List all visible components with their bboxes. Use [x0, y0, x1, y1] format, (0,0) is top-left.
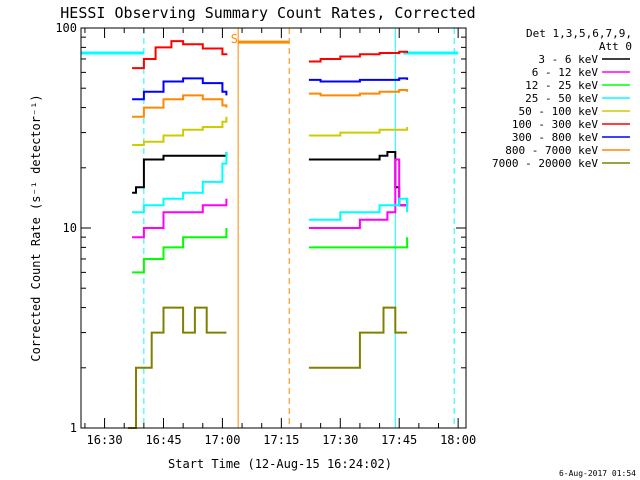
x-tick-label-5: 17:45	[381, 433, 417, 447]
x-tick-label-6: 18:00	[440, 433, 476, 447]
x-tick-label-4: 17:30	[322, 433, 358, 447]
legend-label-2: 12 - 25 keV	[525, 79, 598, 92]
x-axis-label: Start Time (12-Aug-15 16:24:02)	[168, 457, 392, 471]
legend-header-line2: Att 0	[599, 40, 632, 53]
y-tick-label-2: 100	[55, 21, 77, 35]
timestamp: 6-Aug-2017 01:54	[559, 469, 636, 478]
legend-label-4: 50 - 100 keV	[519, 105, 599, 118]
legend-label-5: 100 - 300 keV	[512, 118, 598, 131]
series-line-5	[132, 40, 409, 70]
legend-label-1: 6 - 12 keV	[532, 66, 599, 79]
legend-label-6: 300 - 800 keV	[512, 131, 598, 144]
y-tick-label-0: 1	[70, 421, 77, 435]
series-line-0	[132, 151, 409, 207]
chart-title: HESSI Observing Summary Count Rates, Cor…	[60, 4, 475, 22]
legend-label-0: 3 - 6 keV	[538, 53, 598, 66]
flags: S	[231, 32, 238, 46]
series-line-6	[132, 77, 409, 101]
y-axis: 1 10 100	[55, 21, 466, 435]
x-tick-label-1: 16:45	[145, 433, 181, 447]
series-line-1	[132, 158, 409, 239]
x-axis: 16:30 16:45 17:00 17:15 17:30 17:45 18:00	[84, 28, 476, 447]
x-tick-label-0: 16:30	[87, 433, 123, 447]
legend-label-8: 7000 - 20000 keV	[492, 157, 598, 170]
series-line-2	[132, 228, 409, 274]
x-tick-label-3: 17:15	[263, 433, 299, 447]
flag-label-0: S	[231, 32, 238, 46]
legend-header-line1: Det 1,3,5,6,7,9,	[526, 27, 632, 40]
y-axis-label: Corrected Count Rate (s⁻¹ detector⁻¹)	[29, 94, 43, 361]
x-tick-label-2: 17:00	[204, 433, 240, 447]
series-line-7	[132, 89, 409, 118]
y-tick-label-1: 10	[63, 221, 77, 235]
series-lines	[128, 40, 409, 429]
legend-label-3: 25 - 50 keV	[525, 92, 598, 105]
interval-bars	[81, 40, 459, 55]
legend-label-7: 800 - 7000 keV	[505, 144, 598, 157]
series-line-3	[132, 152, 409, 221]
series-line-8	[128, 306, 408, 429]
series-line-4	[132, 116, 409, 146]
